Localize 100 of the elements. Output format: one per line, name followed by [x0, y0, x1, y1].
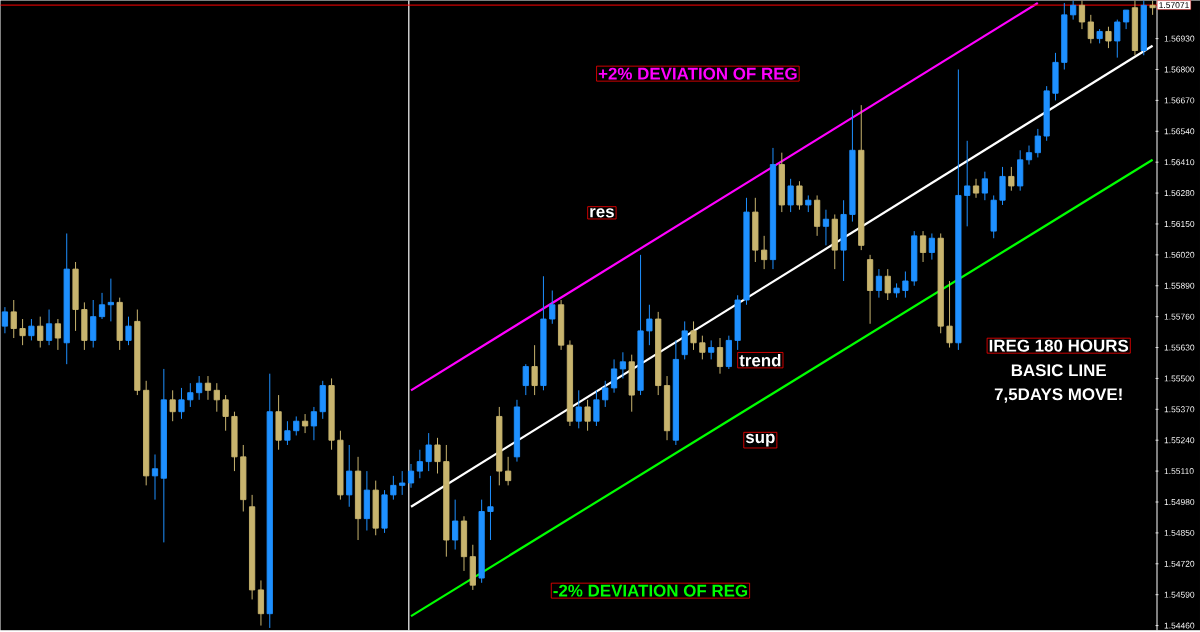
candlestick: [1114, 19, 1121, 59]
candlestick: [610, 358, 618, 394]
candlestick: [1123, 9, 1130, 30]
candlestick: [196, 375, 203, 401]
candlestick: [549, 290, 556, 325]
candlestick: [284, 420, 291, 446]
y-tick-label: 1.54850: [1164, 529, 1195, 536]
candlestick: [972, 178, 980, 199]
candlestick: [761, 235, 768, 270]
candlestick: [531, 344, 538, 396]
y-tick-label: 1.55370: [1164, 406, 1195, 413]
candlestick: [54, 318, 61, 351]
candlestick: [434, 437, 441, 475]
y-tick-label: 1.56800: [1164, 66, 1195, 73]
candlestick: [1034, 128, 1041, 158]
candlestick: [946, 280, 953, 349]
candlestick: [584, 399, 591, 432]
candlestick: [1105, 26, 1112, 49]
candlestick: [919, 230, 927, 263]
candlestick: [690, 320, 697, 351]
candlestick: [204, 375, 212, 401]
candlestick: [787, 178, 794, 213]
candlestick: [487, 475, 494, 541]
y-tick-label: 1.56280: [1164, 190, 1195, 197]
candlestick: [1078, 0, 1086, 30]
candlestick: [928, 233, 935, 261]
y-tick-label: 1.56410: [1164, 159, 1195, 166]
candlestick: [28, 318, 35, 341]
candlestick: [1025, 145, 1033, 166]
candlestick: [169, 389, 176, 422]
y-tick-label: 1.55500: [1164, 375, 1195, 382]
candlestick: [716, 337, 724, 375]
candlestick: [98, 292, 106, 320]
candlestick: [407, 463, 415, 489]
annotation: -2% DEVIATION OF REG: [553, 584, 748, 597]
y-tick-label: 1.54720: [1164, 560, 1195, 567]
candlestick: [884, 268, 891, 301]
y-tick-label: 1.56670: [1164, 97, 1195, 104]
candlestick: [222, 394, 229, 432]
candlestick: [125, 316, 132, 346]
candlestick: [452, 499, 459, 551]
candlestick: [19, 318, 26, 346]
candlestick: [593, 389, 600, 427]
candlestick: [1070, 0, 1077, 21]
candlestick: [301, 413, 309, 434]
annotation: sup: [745, 433, 775, 447]
candlestick: [1, 306, 9, 334]
candlestick: [602, 380, 609, 408]
annotation: +2% DEVIATION OF REG: [598, 67, 797, 80]
candlestick: [10, 299, 17, 339]
candlestick: [187, 382, 194, 408]
candlestick: [902, 271, 909, 299]
candlestick: [619, 351, 626, 379]
candlestick: [425, 432, 432, 472]
y-tick-label: 1.56150: [1164, 221, 1195, 228]
annotation: BASIC LINE: [1011, 364, 1106, 377]
candlestick: [522, 363, 529, 396]
candlestick: [981, 171, 988, 201]
y-tick-label: 1.55630: [1164, 344, 1195, 351]
candlestick: [875, 268, 883, 299]
candlestick: [416, 449, 423, 479]
candlestick: [390, 475, 397, 501]
candlestick: [293, 416, 300, 437]
candlestick: [257, 579, 265, 627]
candlestick: [822, 209, 830, 246]
candlestick: [681, 320, 688, 360]
y-tick-label: 1.56540: [1164, 128, 1195, 135]
candlestick: [399, 470, 406, 496]
candlestick: [37, 316, 44, 349]
y-tick-label: 1.54460: [1164, 622, 1195, 629]
y-tick-label: 1.55240: [1164, 437, 1195, 444]
candlestick: [90, 299, 97, 349]
y-tick-label: 1.56020: [1164, 251, 1195, 258]
candlestick: [1008, 166, 1015, 192]
candlestick: [699, 335, 706, 360]
candlestick: [107, 278, 114, 322]
annotation: 7,5DAYS MOVE!: [994, 388, 1122, 403]
candlestick: [999, 166, 1006, 206]
annotation: trend: [739, 354, 781, 367]
candlestick: [346, 444, 353, 508]
candlestick: [505, 456, 512, 486]
candlestick: [575, 389, 582, 429]
ref-line-label: 1.57071: [1159, 2, 1189, 9]
annotation: res: [590, 208, 614, 218]
candlestick: [646, 304, 653, 346]
y-tick-label: 1.56930: [1164, 35, 1195, 42]
y-tick-label: 1.55110: [1164, 468, 1194, 475]
y-tick-label: 1.54590: [1164, 591, 1195, 598]
candlestick: [151, 454, 159, 501]
candlestick: [708, 339, 715, 360]
annotation: IREG 180 HOURS: [989, 339, 1129, 352]
y-tick-label: 1.55760: [1164, 313, 1195, 320]
y-tick-label: 1.54980: [1164, 499, 1195, 506]
candlestick: [796, 180, 803, 211]
candlestick: [213, 382, 220, 413]
candlestick: [310, 406, 318, 441]
candlestick: [964, 140, 971, 227]
candlestick: [45, 309, 53, 346]
candlestick: [178, 387, 185, 420]
y-tick-label: 1.55890: [1164, 282, 1195, 289]
